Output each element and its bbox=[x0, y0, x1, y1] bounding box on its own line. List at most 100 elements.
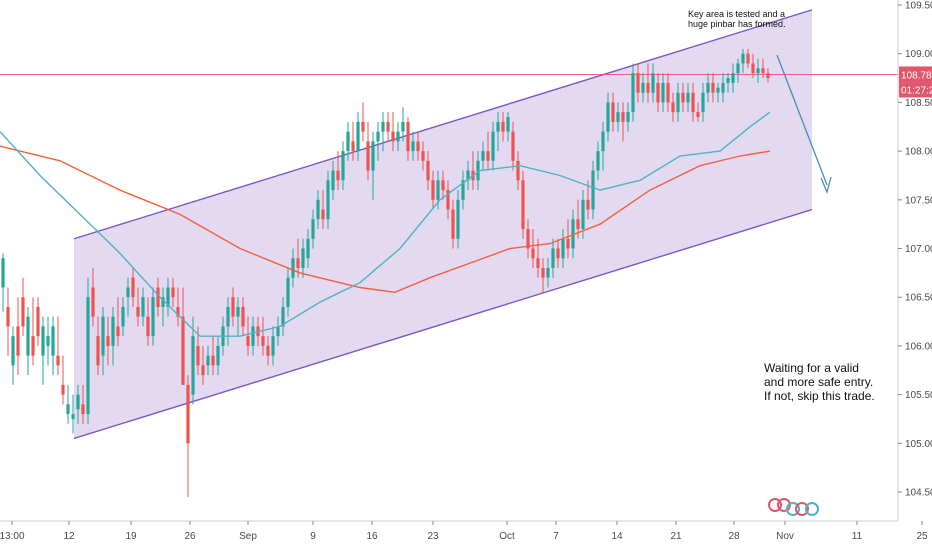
candle-body[interactable] bbox=[746, 53, 750, 64]
candle-body[interactable] bbox=[521, 180, 525, 230]
candle-body[interactable] bbox=[91, 287, 95, 317]
candle-body[interactable] bbox=[6, 306, 10, 327]
candle-body[interactable] bbox=[516, 160, 520, 181]
candle-body[interactable] bbox=[21, 297, 25, 327]
candle-body[interactable] bbox=[371, 141, 375, 171]
candle-body[interactable] bbox=[131, 277, 135, 298]
candle-body[interactable] bbox=[436, 180, 440, 200]
candle-body[interactable] bbox=[636, 73, 640, 93]
candle-body[interactable] bbox=[406, 121, 410, 152]
candle-body[interactable] bbox=[546, 267, 550, 278]
candle-body[interactable] bbox=[421, 151, 425, 161]
candle-body[interactable] bbox=[586, 199, 590, 210]
candle-body[interactable] bbox=[641, 82, 645, 93]
candle-body[interactable] bbox=[401, 121, 405, 132]
candle-body[interactable] bbox=[241, 306, 245, 327]
candle-body[interactable] bbox=[671, 102, 675, 113]
event-marker-icon[interactable] bbox=[805, 502, 819, 516]
candle-body[interactable] bbox=[731, 73, 735, 83]
candle-body[interactable] bbox=[271, 336, 275, 356]
candle-body[interactable] bbox=[46, 336, 50, 346]
candle-body[interactable] bbox=[556, 248, 560, 259]
candle-body[interactable] bbox=[156, 287, 160, 307]
candle-body[interactable] bbox=[346, 131, 350, 152]
channel-lower-line[interactable] bbox=[73, 208, 813, 440]
candle-body[interactable] bbox=[486, 151, 490, 161]
candle-body[interactable] bbox=[506, 117, 510, 132]
candle-body[interactable] bbox=[191, 336, 195, 395]
candle-body[interactable] bbox=[121, 306, 125, 327]
candle-body[interactable] bbox=[251, 326, 255, 346]
candle-body[interactable] bbox=[41, 326, 45, 356]
candle-body[interactable] bbox=[301, 248, 305, 268]
candle-body[interactable] bbox=[606, 102, 610, 132]
candle-body[interactable] bbox=[326, 180, 330, 220]
candle-body[interactable] bbox=[186, 384, 190, 444]
candle-body[interactable] bbox=[701, 92, 705, 113]
candle-body[interactable] bbox=[621, 112, 625, 122]
candle-body[interactable] bbox=[551, 248, 555, 268]
candle-body[interactable] bbox=[566, 238, 570, 249]
candle-body[interactable] bbox=[481, 151, 485, 161]
candle-body[interactable] bbox=[426, 160, 430, 181]
candle-body[interactable] bbox=[466, 170, 470, 181]
candle-body[interactable] bbox=[176, 306, 180, 317]
candle-body[interactable] bbox=[461, 180, 465, 200]
candle-body[interactable] bbox=[476, 160, 480, 181]
candle-body[interactable] bbox=[66, 404, 70, 415]
candle-body[interactable] bbox=[646, 82, 650, 93]
candle-body[interactable] bbox=[696, 112, 700, 118]
candle-body[interactable] bbox=[111, 316, 115, 346]
candle-body[interactable] bbox=[666, 82, 670, 103]
candle-body[interactable] bbox=[216, 345, 220, 366]
candle-body[interactable] bbox=[431, 180, 435, 200]
candle-body[interactable] bbox=[231, 297, 235, 317]
candle-body[interactable] bbox=[591, 170, 595, 210]
candle-body[interactable] bbox=[496, 121, 500, 132]
candle-body[interactable] bbox=[531, 248, 535, 259]
candle-body[interactable] bbox=[246, 336, 250, 346]
candle-body[interactable] bbox=[141, 297, 145, 317]
candle-body[interactable] bbox=[351, 141, 355, 152]
candle-body[interactable] bbox=[631, 73, 635, 113]
candle-body[interactable] bbox=[656, 82, 660, 103]
candle-body[interactable] bbox=[386, 121, 390, 132]
candle-body[interactable] bbox=[491, 131, 495, 161]
candle-body[interactable] bbox=[86, 297, 90, 415]
candle-body[interactable] bbox=[736, 63, 740, 74]
candle-body[interactable] bbox=[751, 63, 755, 74]
candle-body[interactable] bbox=[366, 141, 370, 171]
candle-body[interactable] bbox=[766, 73, 770, 79]
candle-body[interactable] bbox=[166, 287, 170, 307]
candle-body[interactable] bbox=[391, 131, 395, 142]
candle-body[interactable] bbox=[51, 326, 55, 356]
candle-body[interactable] bbox=[451, 209, 455, 239]
channel-upper-line[interactable] bbox=[73, 9, 813, 240]
candle-body[interactable] bbox=[331, 170, 335, 191]
candle-body[interactable] bbox=[761, 68, 765, 74]
candle-body[interactable] bbox=[151, 297, 155, 337]
candle-body[interactable] bbox=[376, 131, 380, 142]
candle-body[interactable] bbox=[616, 112, 620, 122]
candle-body[interactable] bbox=[206, 355, 210, 366]
candle-body[interactable] bbox=[26, 316, 30, 356]
candle-body[interactable] bbox=[106, 336, 110, 346]
candle-body[interactable] bbox=[11, 336, 15, 366]
candle-body[interactable] bbox=[306, 238, 310, 259]
candle-body[interactable] bbox=[31, 336, 35, 356]
candle-body[interactable] bbox=[651, 73, 655, 93]
candle-body[interactable] bbox=[711, 82, 715, 93]
candle-body[interactable] bbox=[611, 102, 615, 122]
candle-body[interactable] bbox=[576, 219, 580, 230]
candle-body[interactable] bbox=[291, 258, 295, 278]
candle-body[interactable] bbox=[171, 287, 175, 298]
candle-body[interactable] bbox=[571, 219, 575, 249]
candle-body[interactable] bbox=[71, 414, 75, 419]
candle-body[interactable] bbox=[61, 384, 65, 395]
candle-body[interactable] bbox=[756, 68, 760, 74]
candle-body[interactable] bbox=[76, 394, 80, 410]
candle-body[interactable] bbox=[281, 306, 285, 327]
candle-body[interactable] bbox=[126, 287, 130, 298]
candle-body[interactable] bbox=[721, 82, 725, 93]
